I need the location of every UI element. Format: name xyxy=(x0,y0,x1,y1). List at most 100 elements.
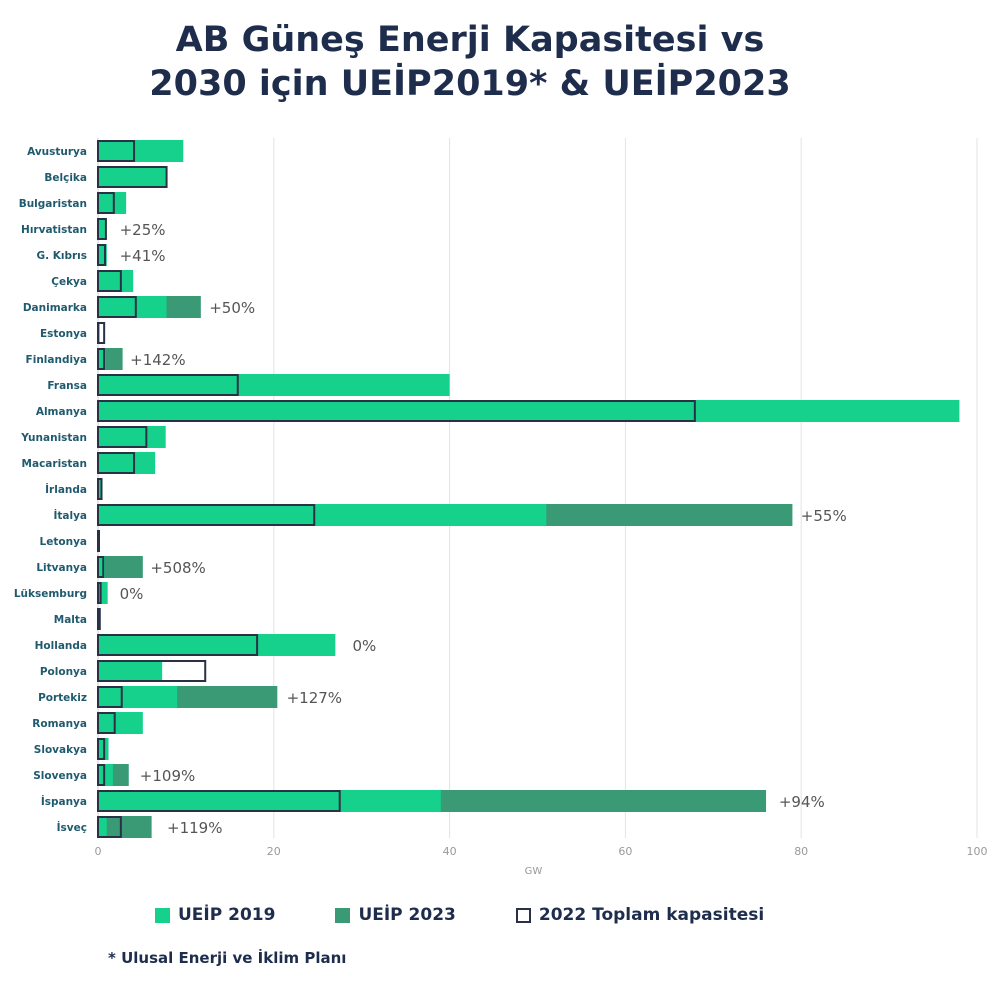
bar-ueip2019-i-spanya xyxy=(98,790,441,812)
bar-ueip2019-slovenya xyxy=(98,764,113,786)
category-label-çekya: Çekya xyxy=(51,276,87,288)
category-label-macaristan: Macaristan xyxy=(22,458,87,470)
x-tick-label-40: 40 xyxy=(443,845,457,858)
bar-ueip2019-almanya xyxy=(98,400,960,422)
bar-ueip2019-romanya xyxy=(98,712,143,734)
x-tick-label-60: 60 xyxy=(618,845,632,858)
bar-ueip2019-avusturya xyxy=(98,140,184,162)
bar-ueip2019-hollanda xyxy=(98,634,336,656)
bar-ueip2019-lüksemburg xyxy=(98,582,108,604)
legend: UEİP 2019 UEİP 2023 2022 Toplam kapasite… xyxy=(155,902,824,928)
bar-ueip2023-litvanya xyxy=(98,556,143,578)
category-label-finlandiya: Finlandiya xyxy=(26,354,87,366)
x-axis-label: GW xyxy=(525,866,543,877)
category-label-i-sveç: İsveç xyxy=(57,820,87,834)
legend-item-ueip-2019: UEİP 2019 xyxy=(155,905,275,925)
category-label-romanya: Romanya xyxy=(32,718,87,730)
bar-2022-total-finlandiya xyxy=(97,348,106,370)
footnote: * Ulusal Enerji ve İklim Planı xyxy=(108,949,347,967)
bar-ueip2019-fransa xyxy=(98,374,450,396)
legend-label-2022-total: 2022 Toplam kapasitesi xyxy=(538,905,765,925)
category-label-i-talya: İtalya xyxy=(53,508,87,522)
legend-item-ueip-2023: UEİP 2023 xyxy=(335,905,456,925)
bar-ueip2019-polonya xyxy=(98,660,163,682)
bar-ueip2019-yunanistan xyxy=(98,426,166,448)
bar-ueip2019-i-rlanda xyxy=(98,478,102,500)
category-label-letonya: Letonya xyxy=(40,536,87,548)
category-label-almanya: Almanya xyxy=(36,406,87,418)
x-tick-label-0: 0 xyxy=(95,845,102,858)
bar-ueip2019-litvanya xyxy=(98,556,106,578)
bar-2022-total-hırvatistan xyxy=(97,218,107,240)
pct-annotation-litvanya: +508% xyxy=(150,559,205,577)
bar-2022-total-i-rlanda xyxy=(97,478,103,500)
bar-2022-total-fransa xyxy=(97,374,239,396)
bar-ueip2019-portekiz xyxy=(98,686,178,708)
pct-annotation-finlandiya: +142% xyxy=(130,351,185,369)
pct-annotation-hollanda: 0% xyxy=(353,637,377,655)
category-label-slovakya: Slovakya xyxy=(34,744,87,756)
bar-2022-total-i-talya xyxy=(97,504,316,526)
category-label-yunanistan: Yunanistan xyxy=(20,432,87,444)
bar-2022-total-danimarka xyxy=(97,296,137,318)
bar-2022-total-i-spanya xyxy=(97,790,341,812)
bar-ueip2019-belçika xyxy=(98,166,166,188)
pct-annotation-i-talya: +55% xyxy=(801,507,847,525)
bar-2022-total-romanya xyxy=(97,712,116,734)
bar-ueip2019-hırvatistan xyxy=(98,218,106,240)
legend-swatch-2022-total xyxy=(515,907,531,923)
pct-annotation-hırvatistan: +25% xyxy=(120,221,166,239)
bar-ueip2019-çekya xyxy=(98,270,134,292)
bar-2022-total-i-sveç xyxy=(97,816,122,838)
category-label-polonya: Polonya xyxy=(40,666,87,678)
pct-annotation-danimarka: +50% xyxy=(209,299,255,317)
category-label-malta: Malta xyxy=(54,614,87,626)
legend-label-ueip-2023: UEİP 2023 xyxy=(358,905,456,925)
category-label-hollanda: Hollanda xyxy=(35,640,87,652)
pct-annotation-lüksemburg: 0% xyxy=(120,585,144,603)
category-label-avusturya: Avusturya xyxy=(27,146,87,158)
bar-ueip2019-finlandiya xyxy=(98,348,106,370)
legend-label-ueip-2019: UEİP 2019 xyxy=(178,905,276,925)
pct-annotation-slovenya: +109% xyxy=(140,767,195,785)
bar-2022-total-slovakya xyxy=(97,738,106,760)
x-tick-label-80: 80 xyxy=(794,845,808,858)
bar-ueip2023-i-sveç xyxy=(98,816,152,838)
bar-ueip2019-danimarka xyxy=(98,296,167,318)
category-label-hırvatistan: Hırvatistan xyxy=(21,224,87,236)
bar-2022-total-yunanistan xyxy=(97,426,148,448)
bar-ueip2019-g-kıbrıs xyxy=(98,244,107,266)
bar-2022-total-estonya xyxy=(97,322,106,344)
bar-2022-total-letonya xyxy=(97,530,100,552)
chart-title-line-2: 2030 için UEİP2019* & UEİP2023 xyxy=(149,64,791,104)
category-label-belçika: Belçika xyxy=(44,172,87,184)
bar-ueip2019-i-talya xyxy=(98,504,547,526)
category-label-slovenya: Slovenya xyxy=(33,770,87,782)
chart-title-line-1: AB Güneş Enerji Kapasitesi vs xyxy=(175,20,765,60)
bar-2022-total-çekya xyxy=(97,270,122,292)
bar-2022-total-avusturya xyxy=(97,140,136,162)
legend-swatch-ueip-2019 xyxy=(155,907,170,923)
chart-title: AB Güneş Enerji Kapasitesi vs 2030 için … xyxy=(0,18,940,106)
bar-2022-total-lüksemburg xyxy=(97,582,102,604)
bar-ueip2019-i-sveç xyxy=(98,816,107,838)
category-label-litvanya: Litvanya xyxy=(36,562,87,574)
bar-2022-total-slovenya xyxy=(97,764,106,786)
pct-annotation-i-sveç: +119% xyxy=(167,819,222,837)
category-label-bulgaristan: Bulgaristan xyxy=(19,198,87,210)
bar-2022-total-macaristan xyxy=(97,452,136,474)
legend-swatch-ueip-2023 xyxy=(335,907,351,923)
bar-2022-total-polonya xyxy=(97,660,207,682)
bar-2022-total-bulgaristan xyxy=(97,192,115,214)
category-label-danimarka: Danimarka xyxy=(23,302,87,314)
x-tick-label-20: 20 xyxy=(267,845,281,858)
legend-item-2022-total: 2022 Toplam kapasitesi xyxy=(515,905,765,925)
bar-2022-total-portekiz xyxy=(97,686,123,708)
bar-ueip2019-macaristan xyxy=(98,452,156,474)
category-label-fransa: Fransa xyxy=(47,380,87,392)
pct-annotation-g-kıbrıs: +41% xyxy=(120,247,166,265)
bar-2022-total-g-kıbrıs xyxy=(97,244,107,266)
bar-2022-total-belçika xyxy=(97,166,168,188)
category-label-i-rlanda: İrlanda xyxy=(45,482,87,496)
pct-annotation-portekiz: +127% xyxy=(287,689,342,707)
